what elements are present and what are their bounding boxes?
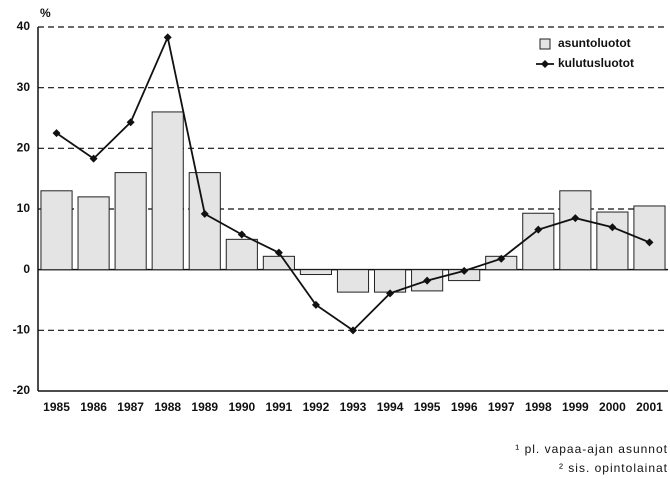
legend-label: asuntoluotot [558,36,631,50]
y-tick-label: 20 [17,141,31,155]
bar [77,196,110,271]
y-tick-label: -20 [13,383,31,397]
bar [40,190,73,271]
bar [299,269,333,276]
legend-swatch [539,38,551,50]
x-tick-label: 1987 [117,400,144,414]
bar [596,211,629,271]
bar [559,190,592,271]
line-marker [237,230,246,239]
bar [633,205,666,271]
footnote: ¹ pl. vapaa-ajan asunnot [515,442,668,456]
x-tick-label: 1991 [266,400,293,414]
x-tick-label: 1993 [340,400,367,414]
x-tick-label: 1996 [451,400,478,414]
line-marker [349,326,357,335]
legend-label: kulutusluotot [558,56,634,70]
x-tick-label: 1986 [80,400,107,414]
line-marker [52,129,61,138]
y-tick-label: 30 [17,80,31,94]
bar [188,172,221,271]
x-tick-label: 1985 [43,400,70,414]
line-marker [274,248,283,257]
bar [522,212,555,271]
line-marker [497,254,506,263]
line-marker [386,289,395,298]
x-tick-label: 1988 [154,400,181,414]
footnote: ² sis. opintolainat [559,461,668,475]
x-tick-label: 2000 [599,400,626,414]
bar [336,269,370,293]
x-tick-label: 1999 [562,400,589,414]
line-marker [423,276,432,285]
bar [114,172,147,271]
line-marker [460,266,469,275]
y-axis-label: % [40,6,51,20]
line-marker [645,238,654,247]
line-marker [126,118,135,127]
line-marker [571,214,580,223]
x-tick-label: 2001 [636,400,663,414]
line-marker [608,223,617,232]
line-marker [163,33,172,42]
x-tick-label: 1998 [525,400,552,414]
x-tick-label: 1997 [488,400,515,414]
y-tick-label: 0 [23,262,30,276]
line-marker [311,300,320,309]
x-tick-label: 1990 [228,400,255,414]
legend-swatch [541,60,549,68]
x-tick-label: 1989 [191,400,218,414]
y-tick-label: 10 [17,201,31,215]
line-marker [200,209,209,218]
line-marker [534,225,543,234]
x-tick-label: 1992 [303,400,330,414]
line-marker [89,154,98,163]
y-tick-label: -10 [13,323,31,337]
y-tick-label: 40 [17,19,31,33]
x-tick-label: 1994 [377,400,404,414]
x-tick-label: 1995 [414,400,441,414]
bar [151,111,184,271]
bar [225,238,258,271]
